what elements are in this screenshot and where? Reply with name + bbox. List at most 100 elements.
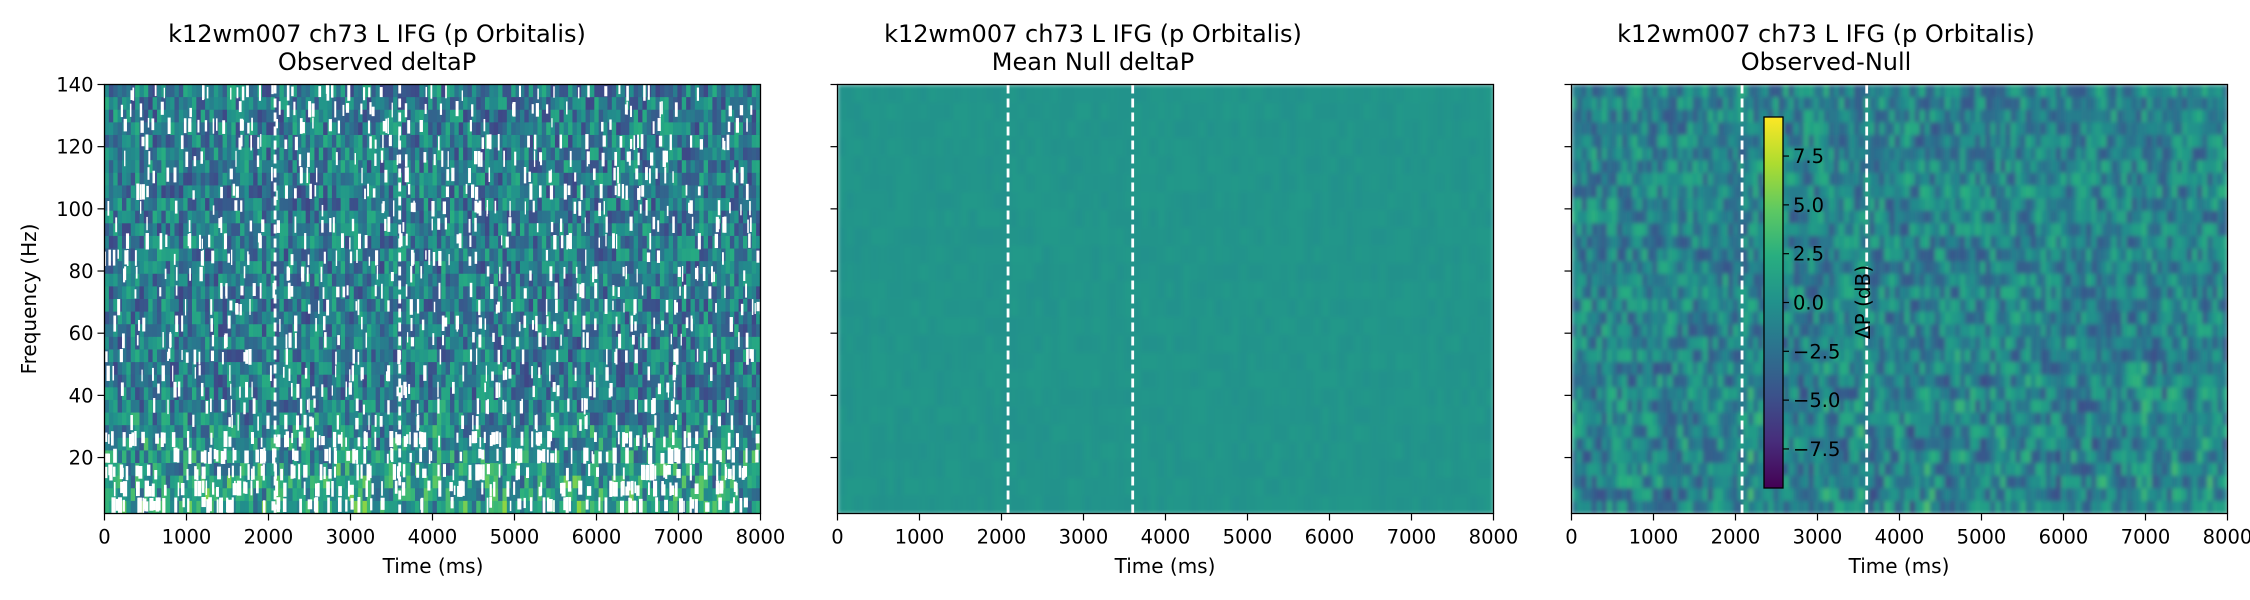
heatmap-cell (598, 235, 604, 250)
heatmap-cell (533, 475, 539, 489)
heatmap-cell (546, 261, 552, 275)
heatmap-cell (174, 235, 180, 250)
heatmap-cell (576, 299, 582, 313)
heatmap-cell (445, 261, 451, 275)
heatmap-cell (655, 185, 661, 199)
heatmap-cell (200, 437, 206, 452)
heatmap-cell (620, 134, 626, 149)
heatmap-cell (358, 500, 364, 514)
heatmap-cell (209, 147, 215, 161)
heatmap-cell (633, 425, 639, 439)
heatmap-cell (292, 147, 298, 161)
heatmap-cell (152, 412, 158, 426)
heatmap-cell (323, 147, 329, 161)
heatmap-cell (581, 349, 587, 363)
heatmap-cell (174, 223, 180, 237)
heatmap-cell (524, 172, 530, 187)
heatmap-cell (550, 500, 556, 514)
heatmap-cell (410, 273, 416, 287)
heatmap-cell (235, 362, 241, 376)
heatmap-cell (279, 324, 285, 338)
heatmap-cell (699, 349, 705, 363)
heatmap-cell (546, 311, 552, 325)
heatmap-cell (467, 97, 473, 111)
heatmap-cell (441, 210, 447, 224)
heatmap-cell (248, 185, 254, 199)
heatmap-cell (633, 109, 639, 123)
heatmap-cell (642, 311, 648, 325)
heatmap-cell (362, 122, 368, 136)
heatmap-cell (629, 349, 635, 363)
heatmap-cell (607, 172, 613, 187)
heatmap-cell (432, 374, 438, 388)
heatmap-cell (108, 475, 114, 489)
heatmap-cell (554, 185, 560, 199)
heatmap-cell (143, 425, 149, 439)
heatmap-cell (139, 210, 145, 224)
heatmap-cell (519, 223, 525, 237)
heatmap-cell (148, 109, 154, 123)
heatmap-cell (651, 198, 657, 212)
heatmap-cell (572, 185, 578, 199)
heatmap-cell (139, 311, 145, 325)
heatmap-cell (183, 500, 189, 514)
heatmap-cell (729, 488, 735, 502)
heatmap-cell (533, 147, 539, 161)
heatmap-cell (471, 210, 477, 224)
heatmap-cell (331, 311, 337, 325)
heatmap-cell (743, 374, 748, 388)
heatmap-cell (266, 134, 272, 149)
heatmap-cell (699, 198, 705, 212)
heatmap-cell (559, 198, 565, 212)
heatmap-cell (589, 235, 595, 250)
heatmap-cell (358, 437, 364, 452)
heatmap-cell (327, 134, 333, 149)
heatmap-cell (581, 500, 587, 514)
heatmap-cell (318, 475, 324, 489)
heatmap-cell (449, 185, 455, 199)
heatmap-cell (323, 374, 329, 388)
heatmap-cell (117, 198, 123, 212)
heatmap-cell (441, 500, 447, 514)
heatmap-cell (441, 147, 447, 161)
heatmap-cell (498, 198, 504, 212)
heatmap-cell (226, 122, 232, 136)
heatmap-cell (406, 349, 412, 363)
heatmap-cell (677, 122, 683, 136)
heatmap-cell (327, 109, 333, 123)
heatmap-cell (266, 147, 272, 161)
heatmap-cell (226, 109, 232, 123)
heatmap-cell (231, 475, 237, 489)
heatmap-cell (463, 248, 469, 262)
heatmap-cell (349, 324, 355, 338)
heatmap-cell (170, 324, 176, 338)
heatmap-cell (729, 374, 735, 388)
heatmap-cell (489, 463, 495, 477)
heatmap-cell (314, 185, 320, 199)
panel-1-subtitle: Observed deltaP (278, 48, 476, 76)
heatmap-cell (353, 261, 359, 275)
heatmap-cell (598, 210, 604, 224)
heatmap-cell (270, 185, 276, 199)
heatmap-cell (581, 160, 587, 174)
heatmap-cell (428, 412, 434, 426)
heatmap-cell (699, 248, 705, 262)
heatmap-cell (253, 387, 259, 401)
heatmap-cell (738, 84, 744, 98)
heatmap-cell (235, 463, 241, 477)
heatmap-cell (279, 160, 285, 174)
heatmap-cell (703, 362, 709, 376)
heatmap-cell (432, 437, 438, 452)
heatmap-cell (480, 210, 486, 224)
heatmap-cell (362, 349, 368, 363)
heatmap-cell (699, 311, 705, 325)
heatmap-cell (712, 261, 718, 275)
heatmap-cell (393, 235, 399, 250)
heatmap-cell (305, 172, 311, 187)
heatmap-cell (253, 362, 259, 376)
heatmap-cell (187, 500, 193, 514)
heatmap-cell (502, 349, 508, 363)
heatmap-cell (519, 488, 525, 502)
heatmap-cell (716, 475, 722, 489)
heatmap-cell (729, 286, 735, 300)
